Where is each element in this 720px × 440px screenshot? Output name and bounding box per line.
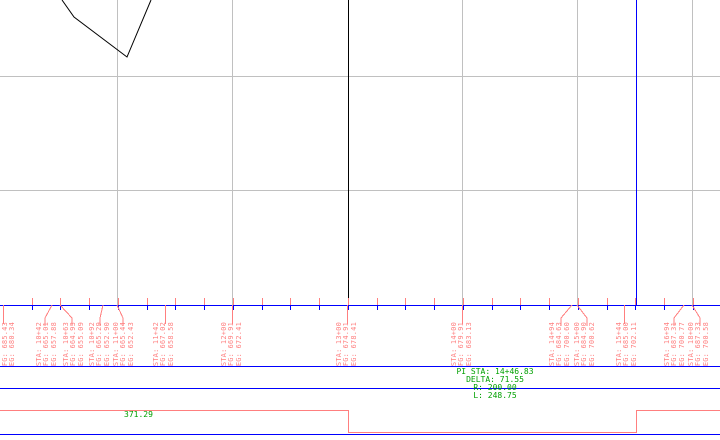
curve-delta: DELTA: 71.55 [466,375,524,384]
tangent-length: 371.29 [124,410,153,419]
curve-radius: R: 200.00 [473,383,517,392]
station-label-line: EG: 658.58 [166,321,175,366]
leader-line [576,304,588,319]
station-label-line: EG: 652.43 [126,321,135,366]
station-label-line: EG: 683.13 [464,321,473,366]
alignment-diagram [0,410,720,433]
station-label-line: EG: 672.41 [234,321,243,366]
leader-line [691,304,701,319]
curve-data-label: PI STA: 14+46.83 DELTA: 71.55 R: 200.00 … [420,368,570,400]
leader-line [673,304,685,319]
leader-line [560,304,573,319]
station-label-line: EG: 700.77 [677,321,686,366]
leader-line [99,304,104,319]
profile-line [61,0,152,58]
station-label-line: EG: 680.34 [8,321,17,366]
pi-station: PI STA: 14+46.83 [456,367,534,376]
leader-line [116,304,124,319]
station-label-line: EG: 700.62 [587,321,596,366]
station-label-line: EG: 652.90 [102,321,111,366]
leader-line [44,304,53,319]
curve-length: L: 248.75 [473,391,517,400]
leader-line [59,304,73,319]
station-label-line: EG: 700.58 [701,321,710,366]
station-label-line: EG: 702.11 [629,321,638,366]
station-label-line: EG: 655.09 [76,321,85,366]
station-label-line: EG: 657.88 [49,321,58,366]
station-label-line: EG: 700.60 [562,321,571,366]
station-label-line: EG: 678.41 [349,321,358,366]
